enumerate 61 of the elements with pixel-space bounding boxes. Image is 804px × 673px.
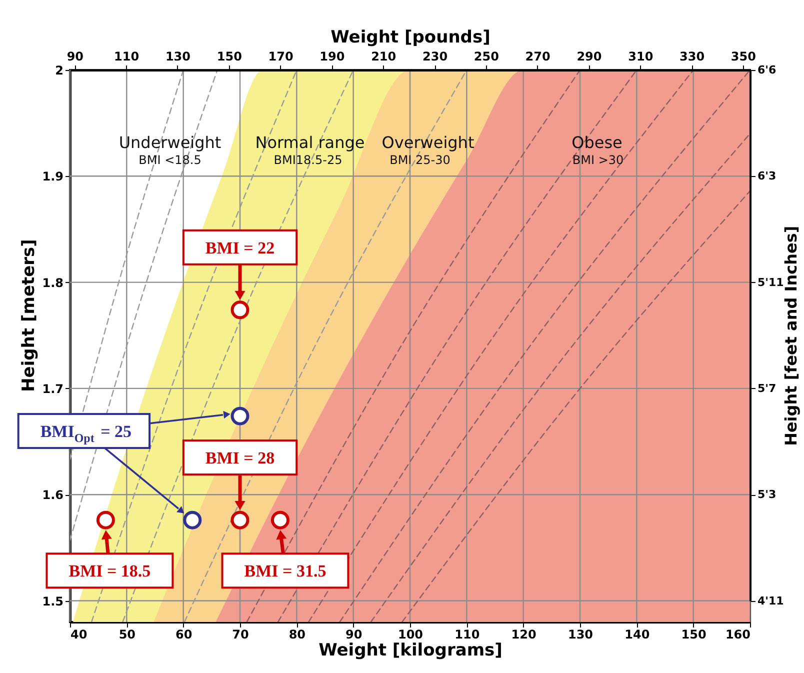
point xyxy=(230,300,250,320)
point xyxy=(230,510,250,530)
x2-tick-label: 350 xyxy=(730,50,756,64)
y-tick-label: 1.6 xyxy=(42,488,64,502)
x-tick-label: 90 xyxy=(345,628,362,642)
x2-tick-label: 190 xyxy=(320,50,345,64)
x2-tick-label: 250 xyxy=(474,50,499,64)
x2-tick-label: 110 xyxy=(114,50,140,64)
x2-tick-label: 170 xyxy=(268,50,294,64)
x-tick-label: 50 xyxy=(118,628,136,642)
category-label: 6'6 xyxy=(758,64,776,76)
x-tick-label: 80 xyxy=(288,628,306,642)
point xyxy=(270,510,290,530)
point xyxy=(96,510,115,530)
annotation: BMI >30 xyxy=(572,153,624,167)
y-tick-label: 1.5 xyxy=(42,594,64,608)
x-tick-label: 160 xyxy=(725,628,750,642)
x-tick-label: 150 xyxy=(681,628,706,642)
x-tick-label: 140 xyxy=(624,628,650,642)
annotation: Overweight xyxy=(382,133,474,152)
x2-tick-label: 290 xyxy=(576,50,602,64)
x2-axis-title: Weight [pounds] xyxy=(330,28,490,48)
x-tick-label: 100 xyxy=(398,628,424,642)
annotation: BMI = 18.5 xyxy=(68,562,151,581)
x-tick-label: 60 xyxy=(175,628,192,642)
y-tick-label: 1.9 xyxy=(42,170,64,184)
annotation: Underweight xyxy=(118,133,222,152)
x-tick-label: 130 xyxy=(568,628,594,642)
x2-tick-label: 230 xyxy=(422,50,448,64)
category-label: 4'11 xyxy=(758,594,784,608)
category-label: 6'3 xyxy=(758,170,776,183)
x2-tick-label: 310 xyxy=(628,50,654,64)
annotation: Normal range xyxy=(255,133,365,152)
x-tick-label: 70 xyxy=(232,628,249,642)
annotation: BMI = 22 xyxy=(205,238,275,258)
x2-tick-label: 270 xyxy=(525,50,550,64)
x2-tick-label: 150 xyxy=(216,50,242,64)
category-label: 5'11 xyxy=(758,276,784,289)
annotation: BMI18.5-25 xyxy=(274,153,342,167)
y-tick-label: 1.7 xyxy=(42,382,64,396)
x2-tick-label: 330 xyxy=(680,50,705,64)
category-label: 5'3 xyxy=(758,488,776,502)
x-tick-label: 120 xyxy=(511,628,536,642)
annotation: BMI = 31.5 xyxy=(244,562,326,581)
y2-axis-title: Height [feet and Inches] xyxy=(782,226,800,446)
y-tick-label: 2 xyxy=(55,64,64,78)
x2-tick-label: 130 xyxy=(165,50,191,64)
x2-tick-label: 210 xyxy=(371,50,396,64)
x-tick-label: 110 xyxy=(454,628,480,642)
x2-tick-label: 90 xyxy=(66,50,84,64)
annotation: Obese xyxy=(572,133,622,152)
x-tick-label: 40 xyxy=(70,628,88,642)
x-axis-title: Weight [kilograms] xyxy=(318,640,502,660)
y-tick-label: 1.8 xyxy=(42,276,64,290)
category-label: 5'7 xyxy=(758,382,776,395)
annotation: BMI 25-30 xyxy=(390,153,450,167)
annotation: BMI <18.5 xyxy=(138,153,202,167)
point xyxy=(183,510,202,530)
annotation: BMI = 28 xyxy=(205,448,275,468)
point xyxy=(230,406,250,426)
y-axis-title: Height [meters] xyxy=(19,239,40,392)
